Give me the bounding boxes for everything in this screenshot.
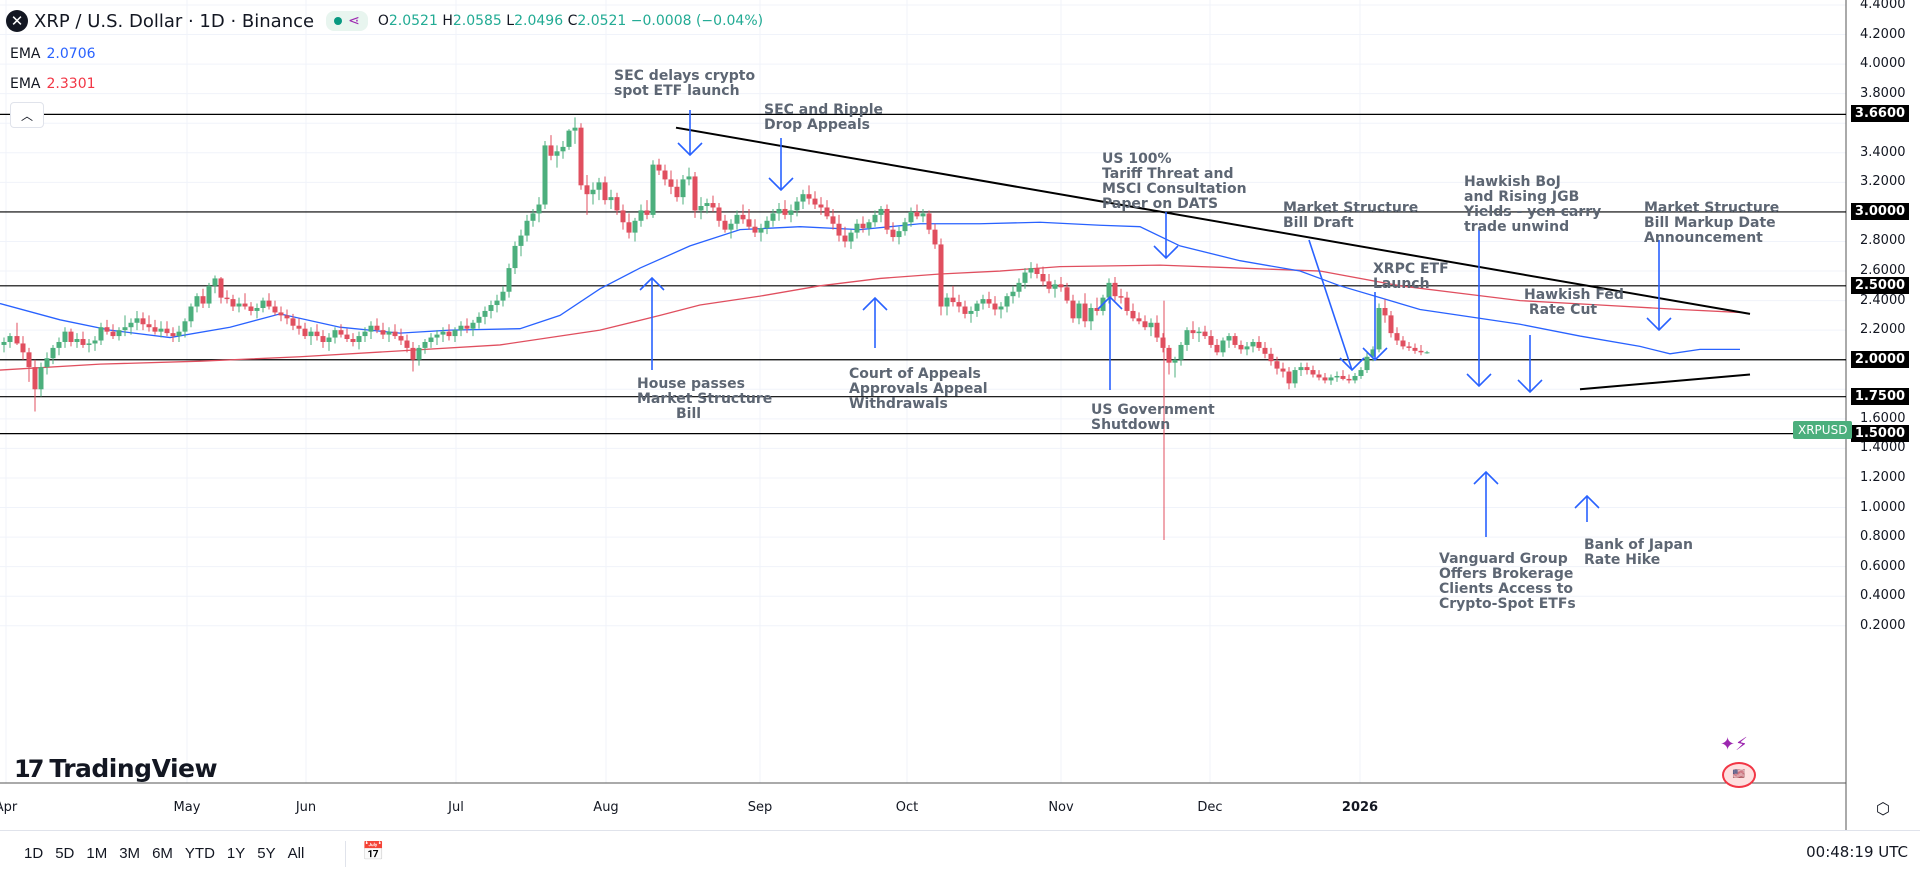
- range-6m-button[interactable]: 6M: [146, 843, 179, 864]
- ohlc-values: O2.0521 H2.0585 L2.0496 C2.0521 −0.0008 …: [377, 13, 764, 29]
- range-1d-button[interactable]: 1D: [18, 843, 49, 864]
- bottom-toolbar: 1D 5D 1M 3M 6M YTD 1Y 5Y All 📅 00:48:19 …: [0, 830, 1920, 879]
- price-axis-label: 2.2000: [1860, 322, 1906, 338]
- goto-date-icon[interactable]: 📅: [362, 841, 385, 862]
- share-icon: ⋖: [348, 13, 360, 29]
- change-value: −0.0008 (−0.04%): [630, 13, 764, 29]
- annotation-label: Hawkish Fed Rate Cut: [1524, 287, 1624, 318]
- price-axis-label: 3.8000: [1860, 85, 1906, 101]
- time-axis-label: Nov: [1048, 800, 1074, 815]
- price-axis-label: 3.2000: [1860, 174, 1906, 190]
- time-axis-label: Apr: [0, 800, 18, 815]
- annotation-label: Vanguard Group Offers Brokerage Clients …: [1439, 551, 1576, 612]
- time-axis-label: Dec: [1197, 800, 1223, 815]
- level-price-box: 1.7500: [1851, 387, 1909, 405]
- price-axis-label: 3.4000: [1860, 144, 1906, 160]
- annotation-label: Hawkish BoJ and Rising JGB Yields - yen …: [1464, 174, 1602, 235]
- range-all-button[interactable]: All: [282, 843, 311, 864]
- symbol-price-tag: XRPUSD: [1793, 421, 1853, 439]
- price-axis-label: 0.2000: [1860, 617, 1906, 633]
- clock[interactable]: 00:48:19 UTC: [1806, 843, 1908, 861]
- annotation-label: SEC and Ripple Drop Appeals: [764, 102, 884, 133]
- time-axis-label: Sep: [747, 800, 773, 815]
- symbol-legend: ✕ XRP / U.S. Dollar · 1D · Binance ⋖ O2.…: [6, 10, 763, 32]
- high-value: 2.0585: [452, 13, 502, 29]
- tradingview-logo[interactable]: 17 TradingView: [14, 754, 218, 783]
- price-axis-label: 4.0000: [1860, 56, 1906, 72]
- annotation-label: US Government Shutdown: [1091, 402, 1215, 433]
- range-1y-button[interactable]: 1Y: [221, 843, 251, 864]
- axis-settings-icon[interactable]: ⬡: [1876, 799, 1890, 818]
- symbol-title[interactable]: XRP / U.S. Dollar · 1D · Binance: [34, 10, 315, 32]
- range-5y-button[interactable]: 5Y: [251, 843, 281, 864]
- price-axis-label: 1.4000: [1860, 440, 1906, 456]
- price-axis-label: 0.8000: [1860, 529, 1906, 545]
- chevron-up-icon: ︿: [20, 108, 33, 123]
- price-axis-label: 1.2000: [1860, 469, 1906, 485]
- status-pill[interactable]: ⋖: [326, 11, 368, 31]
- level-price-box: 2.0000: [1851, 350, 1909, 368]
- time-axis-label: Jun: [295, 800, 317, 815]
- price-axis-label: 1.0000: [1860, 499, 1906, 515]
- time-axis-label: Jul: [448, 800, 464, 815]
- ema-fast-value: 2.0706: [46, 46, 96, 62]
- us-flag-coin-icon[interactable]: 🇺🇸: [1722, 762, 1756, 788]
- time-axis-label: May: [173, 800, 201, 815]
- range-buttons: 1D 5D 1M 3M 6M YTD 1Y 5Y All: [18, 843, 310, 864]
- price-axis-label: 2.8000: [1860, 233, 1906, 249]
- ai-assistant-icon[interactable]: ✦⚡: [1720, 734, 1748, 755]
- price-axis-label: 0.6000: [1860, 558, 1906, 574]
- ema-slow-legend[interactable]: EMA 2.3301: [10, 76, 96, 92]
- price-axis-label: 4.2000: [1860, 26, 1906, 42]
- range-ytd-button[interactable]: YTD: [179, 843, 221, 864]
- collapse-legend-button[interactable]: ︿: [10, 102, 44, 128]
- market-status-icon: [334, 17, 343, 25]
- annotation-label: Market Structure Bill Draft: [1283, 200, 1419, 231]
- price-axis-label: 0.4000: [1860, 588, 1906, 604]
- price-axis-label: 2.4000: [1860, 292, 1906, 308]
- annotation-label: House passes Market Structure Bill: [637, 376, 773, 422]
- time-axis-label: Oct: [895, 800, 919, 815]
- annotation-label: US 100% Tariff Threat and MSCI Consultat…: [1102, 151, 1247, 212]
- low-value: 2.0496: [514, 13, 564, 29]
- range-5d-button[interactable]: 5D: [49, 843, 80, 864]
- level-price-box: 3.6600: [1851, 105, 1909, 123]
- price-axis-label: 1.6000: [1860, 410, 1906, 426]
- annotation-label: SEC delays crypto spot ETF launch: [614, 68, 756, 99]
- ema-fast-legend[interactable]: EMA 2.0706: [10, 46, 96, 62]
- toolbar-divider: [345, 841, 346, 867]
- range-3m-button[interactable]: 3M: [113, 843, 146, 864]
- time-axis-label: Aug: [593, 800, 619, 815]
- close-value: 2.0521: [577, 13, 627, 29]
- ema-slow-value: 2.3301: [46, 76, 96, 92]
- price-axis-label: 4.4000: [1860, 0, 1906, 12]
- level-price-box: 1.5000: [1851, 424, 1909, 442]
- tradingview-mark-icon: 17: [14, 754, 44, 783]
- time-axis-label: 2026: [1341, 800, 1379, 815]
- open-value: 2.0521: [388, 13, 438, 29]
- level-price-box: 3.0000: [1851, 202, 1909, 220]
- level-price-box: 2.5000: [1851, 276, 1909, 294]
- range-1m-button[interactable]: 1M: [80, 843, 113, 864]
- annotation-label: Bank of Japan Rate Hike: [1584, 537, 1693, 568]
- xrp-logo-icon: ✕: [6, 10, 28, 32]
- annotation-label: XRPC ETF Launch: [1373, 261, 1449, 292]
- price-axis-label: 2.6000: [1860, 263, 1906, 279]
- annotation-label: Market Structure Bill Markup Date Announ…: [1644, 200, 1780, 246]
- annotation-label: Court of Appeals Approvals Appeal Withdr…: [849, 366, 988, 412]
